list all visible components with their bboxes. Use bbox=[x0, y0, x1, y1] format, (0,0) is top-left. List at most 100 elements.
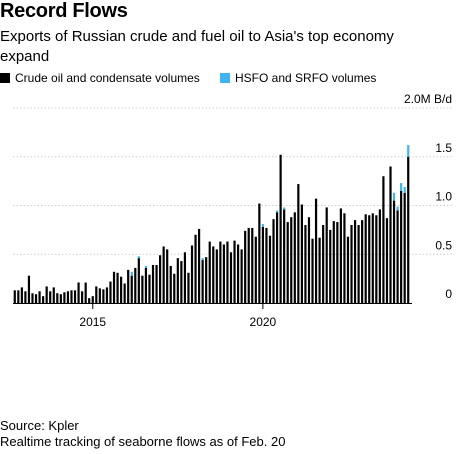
bar-crude bbox=[20, 287, 23, 303]
bar-crude bbox=[120, 276, 123, 303]
bar-crude bbox=[275, 212, 279, 303]
chart-title: Record Flows bbox=[0, 0, 128, 22]
bar-fuel bbox=[261, 224, 264, 227]
bar-crude bbox=[307, 217, 311, 303]
bar-crude bbox=[346, 236, 350, 303]
bar-crude bbox=[400, 190, 403, 303]
legend-swatch-crude bbox=[0, 73, 10, 83]
bar-crude bbox=[371, 213, 374, 303]
bar-crude bbox=[34, 294, 38, 303]
bar-crude bbox=[73, 290, 77, 303]
bar-crude bbox=[268, 235, 272, 303]
bar-fuel bbox=[275, 210, 279, 213]
bar-crude bbox=[98, 288, 101, 303]
bar-fuel bbox=[137, 256, 140, 259]
bar-crude bbox=[159, 255, 162, 303]
x-axis: 2015 2020 bbox=[13, 303, 412, 329]
bar-crude bbox=[212, 246, 215, 303]
bar-crude bbox=[197, 228, 201, 303]
bar-crude bbox=[38, 291, 41, 303]
bar-crude bbox=[134, 267, 137, 303]
bar-crude bbox=[389, 166, 392, 303]
bar-crude bbox=[343, 213, 346, 303]
bar-crude bbox=[364, 214, 367, 303]
bar-fuel bbox=[144, 265, 148, 268]
legend-item-crude: Crude oil and condensate volumes bbox=[0, 71, 200, 85]
series-crude-bars bbox=[13, 154, 410, 303]
bar-fuel bbox=[201, 258, 204, 261]
bar-crude bbox=[148, 274, 151, 303]
bar-crude bbox=[286, 222, 289, 303]
bar-crude bbox=[236, 244, 240, 303]
bar-crude bbox=[190, 245, 194, 303]
bar-crude bbox=[56, 293, 59, 303]
bar-crude bbox=[357, 225, 360, 303]
bar-crude bbox=[81, 291, 84, 303]
bar-crude bbox=[169, 265, 172, 303]
y-tick-label: 0 bbox=[445, 287, 452, 301]
bar-crude bbox=[31, 293, 34, 303]
bar-crude bbox=[13, 290, 16, 303]
bar-crude bbox=[339, 208, 342, 303]
bar-crude bbox=[141, 275, 144, 303]
bar-crude bbox=[77, 282, 80, 303]
bar-crude bbox=[222, 244, 226, 303]
bar-crude bbox=[59, 294, 62, 303]
bar-crude bbox=[215, 249, 218, 303]
bar-crude bbox=[66, 291, 70, 303]
bar-crude bbox=[219, 241, 222, 303]
bar-crude bbox=[17, 290, 20, 303]
bar-crude bbox=[166, 249, 169, 303]
bar-crude bbox=[283, 209, 286, 303]
bar-chart: 0 0.5 1.0 1.5 2.0M B/d 2015 2020 bbox=[13, 92, 452, 329]
bar-crude bbox=[279, 154, 282, 303]
bar-crude bbox=[183, 252, 187, 303]
bar-crude bbox=[350, 225, 353, 303]
bar-crude bbox=[353, 220, 357, 303]
bar-fuel bbox=[400, 183, 403, 191]
bar-crude bbox=[70, 290, 73, 303]
legend-swatch-fuel bbox=[220, 73, 230, 83]
bar-crude bbox=[265, 227, 268, 303]
bar-crude bbox=[322, 225, 325, 303]
bar-crude bbox=[45, 286, 48, 303]
bar-crude bbox=[361, 220, 364, 303]
bar-crude bbox=[403, 192, 406, 303]
bar-crude bbox=[407, 156, 410, 303]
bar-crude bbox=[325, 207, 328, 303]
bar-crude bbox=[137, 258, 140, 303]
bar-crude bbox=[392, 200, 396, 303]
x-tick-label: 2020 bbox=[250, 315, 277, 329]
bar-crude bbox=[116, 272, 119, 303]
x-tick-label: 2015 bbox=[79, 315, 106, 329]
bar-crude bbox=[254, 236, 257, 303]
bar-crude bbox=[176, 258, 179, 303]
legend-label-fuel: HSFO and SRFO volumes bbox=[235, 71, 377, 85]
y-axis: 0 0.5 1.0 1.5 2.0M B/d bbox=[404, 92, 452, 301]
bar-crude bbox=[272, 219, 275, 303]
bar-fuel bbox=[403, 186, 406, 193]
bar-crude bbox=[49, 291, 52, 303]
bar-crude bbox=[201, 260, 204, 303]
bar-crude bbox=[375, 215, 378, 303]
bar-crude bbox=[63, 292, 66, 303]
bar-crude bbox=[293, 212, 296, 303]
y-tick-label: 1.5 bbox=[435, 141, 452, 155]
bar-crude bbox=[130, 275, 133, 303]
bar-crude bbox=[229, 252, 233, 303]
bar-crude bbox=[382, 176, 385, 303]
chart-subtitle: Exports of Russian crude and fuel oil to… bbox=[0, 28, 394, 65]
bar-crude bbox=[247, 227, 250, 303]
bar-crude bbox=[194, 234, 197, 303]
bar-crude bbox=[109, 281, 112, 303]
source-note: Source: Kpler bbox=[0, 418, 79, 433]
bar-fuel bbox=[396, 206, 399, 211]
bar-crude bbox=[385, 218, 389, 303]
bar-crude bbox=[297, 184, 300, 303]
bar-crude bbox=[155, 264, 158, 303]
bar-crude bbox=[162, 246, 165, 303]
bar-crude bbox=[95, 286, 98, 303]
bar-crude bbox=[112, 271, 116, 303]
bar-fuel bbox=[130, 271, 133, 276]
